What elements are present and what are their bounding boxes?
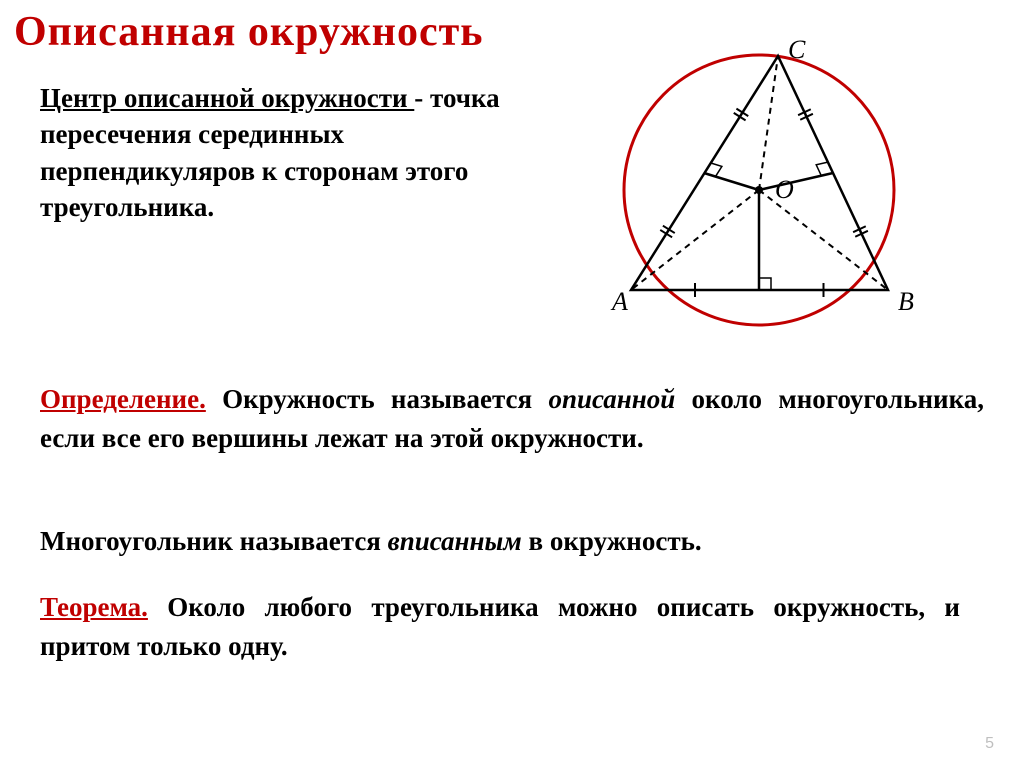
- equal-tick-marks: [660, 109, 868, 297]
- radius-oc: [759, 56, 778, 190]
- page-number: 5: [985, 735, 994, 753]
- definition-label: Определение.: [40, 384, 206, 414]
- circumscribed-circle-diagram: A B C O: [574, 40, 954, 340]
- radius-oa: [631, 190, 759, 290]
- circumcenter-description: Центр описанной окружности - точка перес…: [40, 80, 530, 226]
- inscribed-after: в окружность.: [522, 526, 702, 556]
- circumcenter-term: Центр описанной окружности: [40, 83, 414, 113]
- definition-paragraph: Определение. Окружность называется описа…: [40, 380, 984, 458]
- inscribed-paragraph: Многоугольник называется вписанным в окр…: [40, 522, 984, 561]
- perp-bisector-bc: [759, 173, 833, 190]
- theorem-paragraph: Теорема. Около любого треугольника можно…: [40, 588, 960, 666]
- point-o-dot: [755, 186, 763, 194]
- perp-bisector-ac: [704, 173, 759, 190]
- radius-ob: [759, 190, 888, 290]
- label-b: B: [898, 287, 914, 316]
- definition-before: Окружность называется: [206, 384, 549, 414]
- label-a: A: [610, 287, 628, 316]
- label-o: O: [775, 175, 794, 204]
- inscribed-italic: вписанным: [388, 526, 522, 556]
- theorem-label: Теорема.: [40, 592, 148, 622]
- label-c: C: [788, 40, 806, 64]
- inscribed-before: Многоугольник называется: [40, 526, 388, 556]
- theorem-body: Около любого треугольника можно описать …: [40, 592, 960, 661]
- definition-italic: описанной: [548, 384, 675, 414]
- slide-title: Описанная окружность: [14, 8, 483, 56]
